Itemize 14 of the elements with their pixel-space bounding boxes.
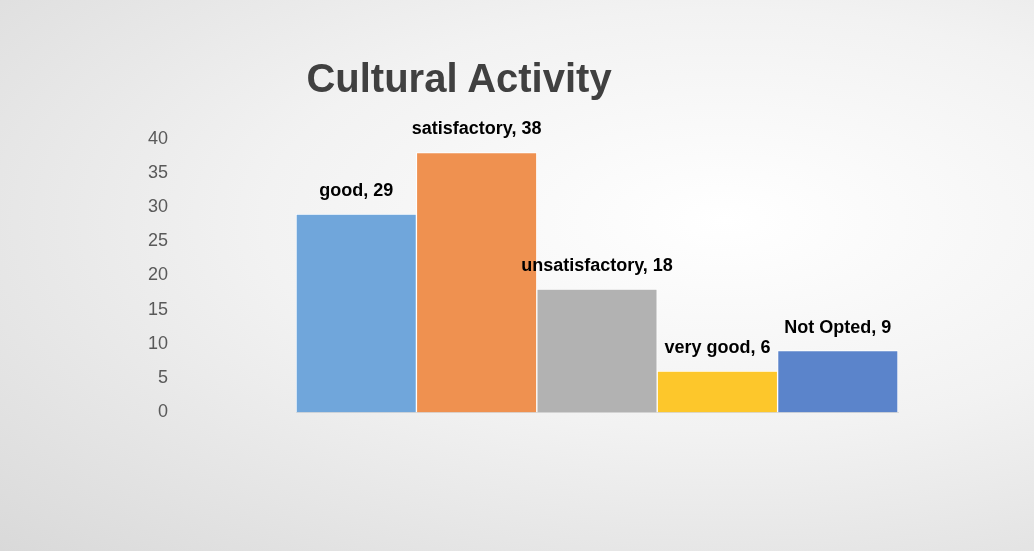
data-label: Not Opted, 9 [784, 316, 892, 337]
y-tick-label: 15 [147, 298, 169, 319]
y-tick-label: 5 [158, 366, 169, 387]
data-label: good, 29 [319, 179, 394, 200]
y-tick-label: 20 [147, 264, 169, 285]
y-tick-label: 35 [147, 161, 169, 182]
chart-title: Cultural Activity [306, 55, 613, 100]
y-tick-label: 40 [147, 127, 169, 148]
y-tick-label: 0 [158, 401, 169, 422]
data-label: satisfactory, 38 [411, 118, 542, 139]
y-tick-label: 30 [147, 196, 169, 217]
y-tick-label: 10 [147, 332, 169, 353]
y-tick-label: 25 [147, 230, 169, 251]
data-label: very good, 6 [664, 337, 771, 358]
